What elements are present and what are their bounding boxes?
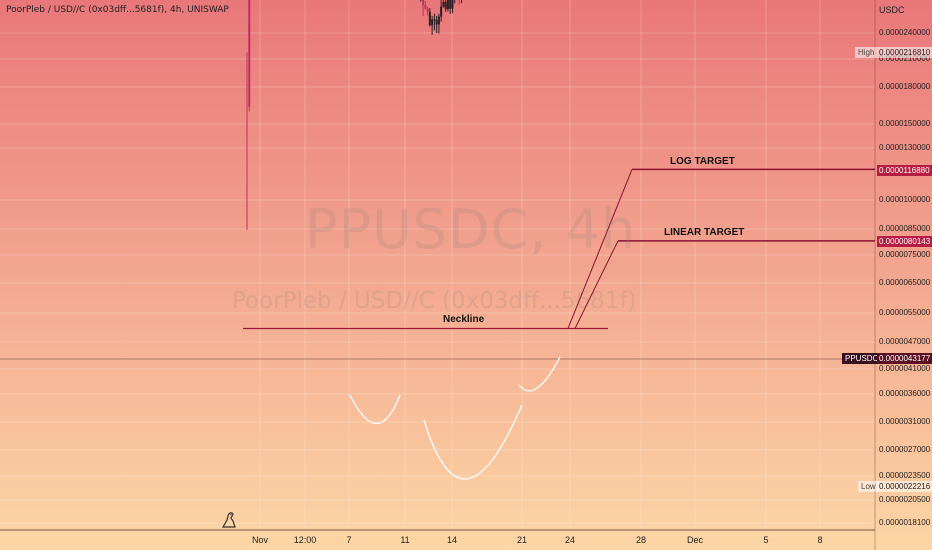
y-tick-label: 0.0000180000 (879, 82, 931, 91)
candle-body (451, 0, 454, 9)
candle-body (433, 19, 436, 21)
high-value-tag: 0.0000216810 (877, 47, 932, 58)
linear-target-price-tag: 0.0000080143 (877, 236, 932, 247)
x-tick-label: 24 (564, 535, 576, 545)
y-tick-label: 0.0000036000 (879, 389, 931, 398)
x-tick-label: 7 (346, 535, 352, 545)
right-shoulder-curve (518, 356, 561, 392)
x-tick-label: Nov (251, 535, 269, 545)
candle-body (440, 6, 443, 17)
x-tick-label: 21 (516, 535, 528, 545)
symbol-header[interactable]: PoorPleb / USD//C (0x03dff...5681f), 4h,… (6, 5, 229, 15)
candle-body (422, 0, 425, 6)
y-tick-label: 0.0000047000 (879, 337, 931, 346)
y-tick-label: 0.0000023500 (879, 471, 931, 480)
low-value-tag: 0.0000022216 (877, 481, 932, 492)
y-tick-label: 0.0000065000 (879, 278, 931, 287)
left-shoulder-curve (349, 394, 401, 425)
candle-body (442, 1, 445, 7)
y-tick-label: 0.0000031000 (879, 417, 931, 426)
y-tick-label: 0.0000085000 (879, 224, 931, 233)
y-tick-label: 0.0000150000 (879, 119, 931, 128)
linear-target-label: LINEAR TARGET (664, 227, 745, 238)
log-target-price-tag: 0.0000116880 (877, 165, 932, 176)
neckline-label: Neckline (443, 314, 485, 325)
y-tick-label: 0.0000041000 (879, 364, 931, 373)
log-target-label: LOG TARGET (670, 156, 735, 167)
y-tick-label: 0.0000027000 (879, 445, 931, 454)
y-tick-label: 0.0000075000 (879, 250, 931, 259)
log-projection-line (567, 169, 633, 329)
watermark-symbol: PPUSDC, 4h (305, 198, 637, 261)
symbol-last-label: PPUSDC (842, 353, 882, 364)
candle-body (444, 1, 447, 10)
linear-projection-line (574, 240, 619, 329)
grid-lines (0, 0, 875, 530)
high-label: High (855, 47, 878, 58)
x-tick-label: 28 (635, 535, 647, 545)
y-tick-label: 0.0000210000 (879, 54, 931, 63)
candle-body (449, 0, 452, 9)
x-tick-label: 8 (817, 535, 823, 545)
y-tick-label: 0.0000100000 (879, 195, 931, 204)
candle-body (446, 0, 449, 10)
pattern-drawings (243, 168, 875, 480)
y-tick-label: 0.0000240000 (879, 28, 931, 37)
x-tick-label: 12:00 (293, 535, 317, 545)
candle-body (424, 5, 427, 9)
candle-body (426, 8, 429, 12)
head-curve (423, 404, 523, 480)
last-price-tag: 0.0000043177 (877, 353, 932, 364)
y-tick-label: 0.0000130000 (879, 143, 931, 152)
x-tick-label: 14 (446, 535, 458, 545)
y-tick-label: 0.0000055000 (879, 308, 931, 317)
tradingview-logo-icon[interactable] (220, 509, 240, 529)
candle-body (248, 0, 251, 107)
x-tick-label: 11 (400, 535, 410, 545)
candle-body (435, 19, 438, 25)
candle-body (437, 16, 440, 25)
currency-label: USDC (879, 5, 905, 15)
x-tick-label: Dec (686, 535, 704, 545)
y-tick-label: 0.0000018100 (879, 518, 931, 527)
x-tick-label: 5 (763, 535, 769, 545)
candle-body (431, 19, 434, 26)
low-label: Low (858, 481, 879, 492)
watermark-description: PoorPleb / USD//C (0x03dff...5681f) (232, 288, 637, 314)
candle-body (428, 11, 431, 26)
candle-series (246, 0, 462, 230)
y-tick-label: 0.0000020500 (879, 495, 931, 504)
